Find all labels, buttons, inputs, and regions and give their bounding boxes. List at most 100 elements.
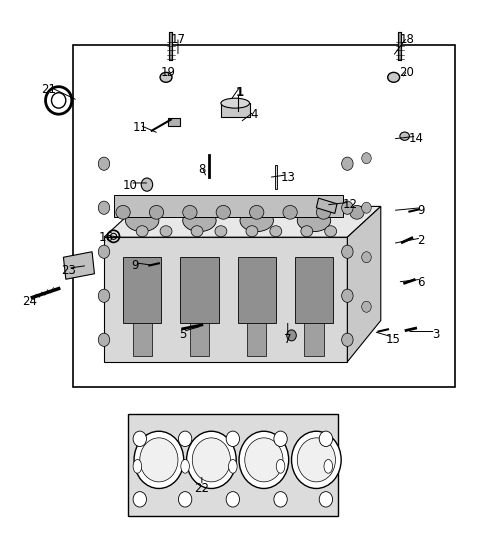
Circle shape [98, 333, 110, 346]
Circle shape [362, 301, 371, 312]
Circle shape [319, 431, 333, 446]
Ellipse shape [116, 205, 130, 219]
Circle shape [98, 201, 110, 215]
Ellipse shape [221, 98, 250, 108]
Polygon shape [348, 206, 381, 362]
Text: 11: 11 [132, 122, 147, 134]
Text: 12: 12 [342, 199, 357, 211]
Text: 23: 23 [61, 264, 76, 278]
Polygon shape [128, 414, 338, 516]
Text: 9: 9 [131, 259, 139, 272]
Ellipse shape [215, 198, 227, 209]
Circle shape [342, 333, 353, 346]
Text: 13: 13 [280, 171, 295, 184]
Ellipse shape [136, 198, 148, 209]
Bar [132, 324, 152, 356]
Circle shape [245, 438, 283, 482]
Ellipse shape [301, 226, 313, 237]
Ellipse shape [301, 198, 313, 209]
Ellipse shape [183, 210, 216, 232]
Circle shape [362, 252, 371, 263]
Circle shape [98, 289, 110, 302]
Circle shape [140, 438, 178, 482]
Text: 18: 18 [399, 33, 414, 46]
Bar [304, 324, 324, 356]
Circle shape [179, 492, 192, 507]
Circle shape [226, 431, 240, 446]
Ellipse shape [183, 205, 197, 219]
Circle shape [133, 431, 146, 446]
Ellipse shape [160, 72, 172, 82]
Bar [180, 257, 218, 324]
Circle shape [239, 431, 288, 488]
Circle shape [141, 178, 153, 191]
Ellipse shape [350, 205, 364, 219]
Circle shape [319, 492, 333, 507]
Ellipse shape [191, 226, 203, 237]
Circle shape [226, 492, 240, 507]
Bar [247, 324, 266, 356]
Ellipse shape [216, 205, 230, 219]
Text: 15: 15 [385, 333, 400, 346]
Polygon shape [104, 206, 381, 237]
Circle shape [274, 492, 287, 507]
Text: 3: 3 [432, 328, 439, 341]
Text: 10: 10 [123, 179, 138, 192]
Polygon shape [104, 237, 348, 362]
Circle shape [342, 157, 353, 170]
Circle shape [98, 245, 110, 258]
Ellipse shape [316, 205, 331, 219]
Text: 8: 8 [198, 163, 205, 176]
Ellipse shape [181, 460, 190, 473]
Ellipse shape [270, 226, 282, 237]
Ellipse shape [136, 226, 148, 237]
Bar [221, 103, 250, 117]
Bar [238, 257, 276, 324]
Circle shape [342, 201, 353, 215]
Ellipse shape [246, 198, 258, 209]
Text: 2: 2 [418, 234, 425, 247]
Text: 19: 19 [161, 66, 176, 80]
Circle shape [187, 431, 236, 488]
Text: 6: 6 [418, 275, 425, 289]
Ellipse shape [133, 460, 142, 473]
Ellipse shape [324, 198, 336, 209]
Text: 9: 9 [418, 204, 425, 217]
Ellipse shape [297, 210, 331, 232]
Circle shape [291, 431, 341, 488]
Text: 22: 22 [194, 482, 209, 495]
Circle shape [134, 431, 184, 488]
Circle shape [297, 438, 336, 482]
Text: 14: 14 [409, 133, 424, 145]
Text: 20: 20 [399, 66, 414, 80]
Circle shape [362, 202, 371, 213]
Ellipse shape [388, 72, 400, 82]
Bar [114, 195, 343, 217]
Bar [295, 257, 333, 324]
Ellipse shape [149, 205, 164, 219]
Ellipse shape [283, 205, 297, 219]
Ellipse shape [270, 198, 282, 209]
Bar [73, 45, 455, 387]
Circle shape [342, 245, 353, 258]
Text: 21: 21 [42, 83, 57, 96]
Circle shape [287, 330, 296, 341]
Ellipse shape [240, 210, 274, 232]
Ellipse shape [191, 198, 203, 209]
Ellipse shape [160, 198, 172, 209]
Bar [123, 257, 161, 324]
Ellipse shape [324, 226, 336, 237]
Circle shape [98, 157, 110, 170]
Text: 1: 1 [236, 86, 244, 98]
Ellipse shape [125, 210, 159, 232]
Text: 24: 24 [23, 295, 37, 308]
Circle shape [179, 431, 192, 446]
Circle shape [192, 438, 230, 482]
Bar [316, 198, 337, 213]
Text: 17: 17 [170, 33, 185, 46]
Ellipse shape [246, 226, 258, 237]
Ellipse shape [160, 226, 172, 237]
Ellipse shape [276, 460, 285, 473]
Circle shape [362, 153, 371, 164]
Text: 16: 16 [99, 232, 114, 244]
